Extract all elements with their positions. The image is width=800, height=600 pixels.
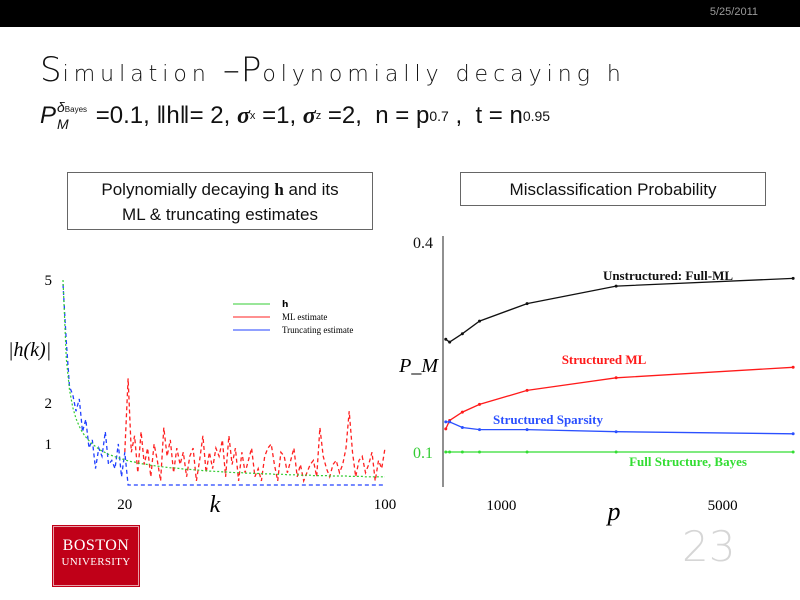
- data-point: [525, 388, 529, 392]
- series-label: Structured Sparsity: [493, 412, 603, 427]
- data-point: [614, 450, 618, 454]
- title-part: imulation: [62, 62, 223, 87]
- y-tick-label: 0.1: [413, 445, 433, 462]
- formula-sup: δBayes: [57, 100, 87, 117]
- formula-text: =0.1, ‖h‖= 2,: [89, 102, 237, 129]
- caption-text: Misclassification Probability: [509, 180, 717, 199]
- data-point: [614, 284, 618, 288]
- legend-label-trunc: Truncating estimate: [282, 325, 353, 335]
- data-point: [460, 450, 464, 454]
- y-tick-label: 2: [45, 396, 53, 412]
- header-bar: 5/25/2011: [0, 0, 800, 27]
- formula-sub-x: x: [249, 110, 256, 122]
- series-label: Full Structure, Bayes: [629, 454, 747, 469]
- series-label: Unstructured: Full-ML: [603, 268, 733, 283]
- x-tick-label: 100: [374, 497, 397, 513]
- formula-pm: P: [40, 102, 57, 129]
- y-tick-label: 5: [45, 273, 53, 289]
- formula-sup-sub: Bayes: [64, 105, 88, 114]
- logo-text: BOSTON: [62, 537, 130, 554]
- data-point: [478, 428, 482, 432]
- formula-text: , t = n: [448, 102, 523, 129]
- title-dash: –: [222, 50, 241, 90]
- x-tick-label: 20: [117, 497, 132, 513]
- data-point: [444, 427, 448, 431]
- data-point: [614, 376, 618, 380]
- data-point: [791, 432, 795, 436]
- y-axis-label: P_M: [398, 355, 439, 377]
- data-point: [525, 302, 529, 306]
- caption-text: and its: [283, 180, 339, 199]
- caption-text: Polynomially decaying: [101, 180, 275, 199]
- formula-sup-delta: δ: [57, 99, 65, 115]
- data-point: [444, 337, 448, 341]
- caption-bold-h: h: [274, 180, 284, 199]
- data-point: [444, 420, 448, 424]
- y-tick-label: 1: [45, 437, 53, 453]
- data-point: [444, 450, 448, 454]
- data-point: [614, 430, 618, 434]
- series-line-trunc: [62, 284, 385, 486]
- formula-sub: M: [57, 117, 87, 132]
- slide-date: 5/25/2011: [709, 6, 758, 18]
- data-point: [791, 365, 795, 369]
- title-initial-p: P: [240, 50, 263, 90]
- left-plot-caption: Polynomially decaying h and its ML & tru…: [67, 172, 373, 230]
- legend-label-ml: ML estimate: [282, 312, 327, 322]
- formula-exp: 0.7: [429, 108, 449, 124]
- formula-sub-m: M: [57, 116, 69, 132]
- data-point: [460, 410, 464, 414]
- series-line: [445, 277, 794, 343]
- y-tick-label: 0.4: [413, 235, 433, 252]
- data-point: [791, 276, 795, 280]
- formula-sigma: σ: [236, 102, 250, 129]
- logo-text: UNIVERSITY: [61, 556, 131, 568]
- x-axis-label: k: [210, 492, 221, 518]
- data-point: [478, 319, 482, 323]
- x-axis-label: p: [606, 497, 621, 526]
- data-point: [525, 428, 529, 432]
- formula-pm-scripts: δBayes M: [57, 100, 87, 132]
- slide-title: Simulation –Polynomially decaying h: [40, 50, 626, 90]
- x-tick-label: 1000: [486, 498, 516, 514]
- formula-exp: 0.95: [522, 108, 551, 124]
- data-point: [525, 450, 529, 454]
- formula-sub-z: z: [315, 110, 322, 122]
- data-point: [448, 450, 452, 454]
- caption-text: ML & truncating estimates: [122, 205, 318, 224]
- data-point: [460, 332, 464, 336]
- boston-university-logo: BOSTON UNIVERSITY: [52, 525, 140, 587]
- formula-sigma: σ: [302, 102, 316, 129]
- formula-text: =2, n = p: [321, 102, 430, 129]
- data-point: [478, 402, 482, 406]
- data-point: [448, 420, 452, 424]
- y-axis-label: |h(k)|: [8, 339, 51, 361]
- title-part: olynomially decaying h: [262, 62, 626, 87]
- data-point: [791, 450, 795, 454]
- data-point: [448, 340, 452, 344]
- x-tick-label: 5000: [708, 498, 738, 514]
- series-line-ml: [124, 378, 386, 484]
- series-label: Structured ML: [562, 352, 647, 367]
- formula-text: =1,: [255, 102, 303, 129]
- right-plot-caption: Misclassification Probability: [460, 172, 766, 206]
- data-point: [460, 426, 464, 429]
- page-number: 23: [682, 522, 736, 571]
- legend-label-h: h: [282, 300, 288, 310]
- title-initial-s: S: [40, 50, 63, 90]
- data-point: [478, 450, 482, 454]
